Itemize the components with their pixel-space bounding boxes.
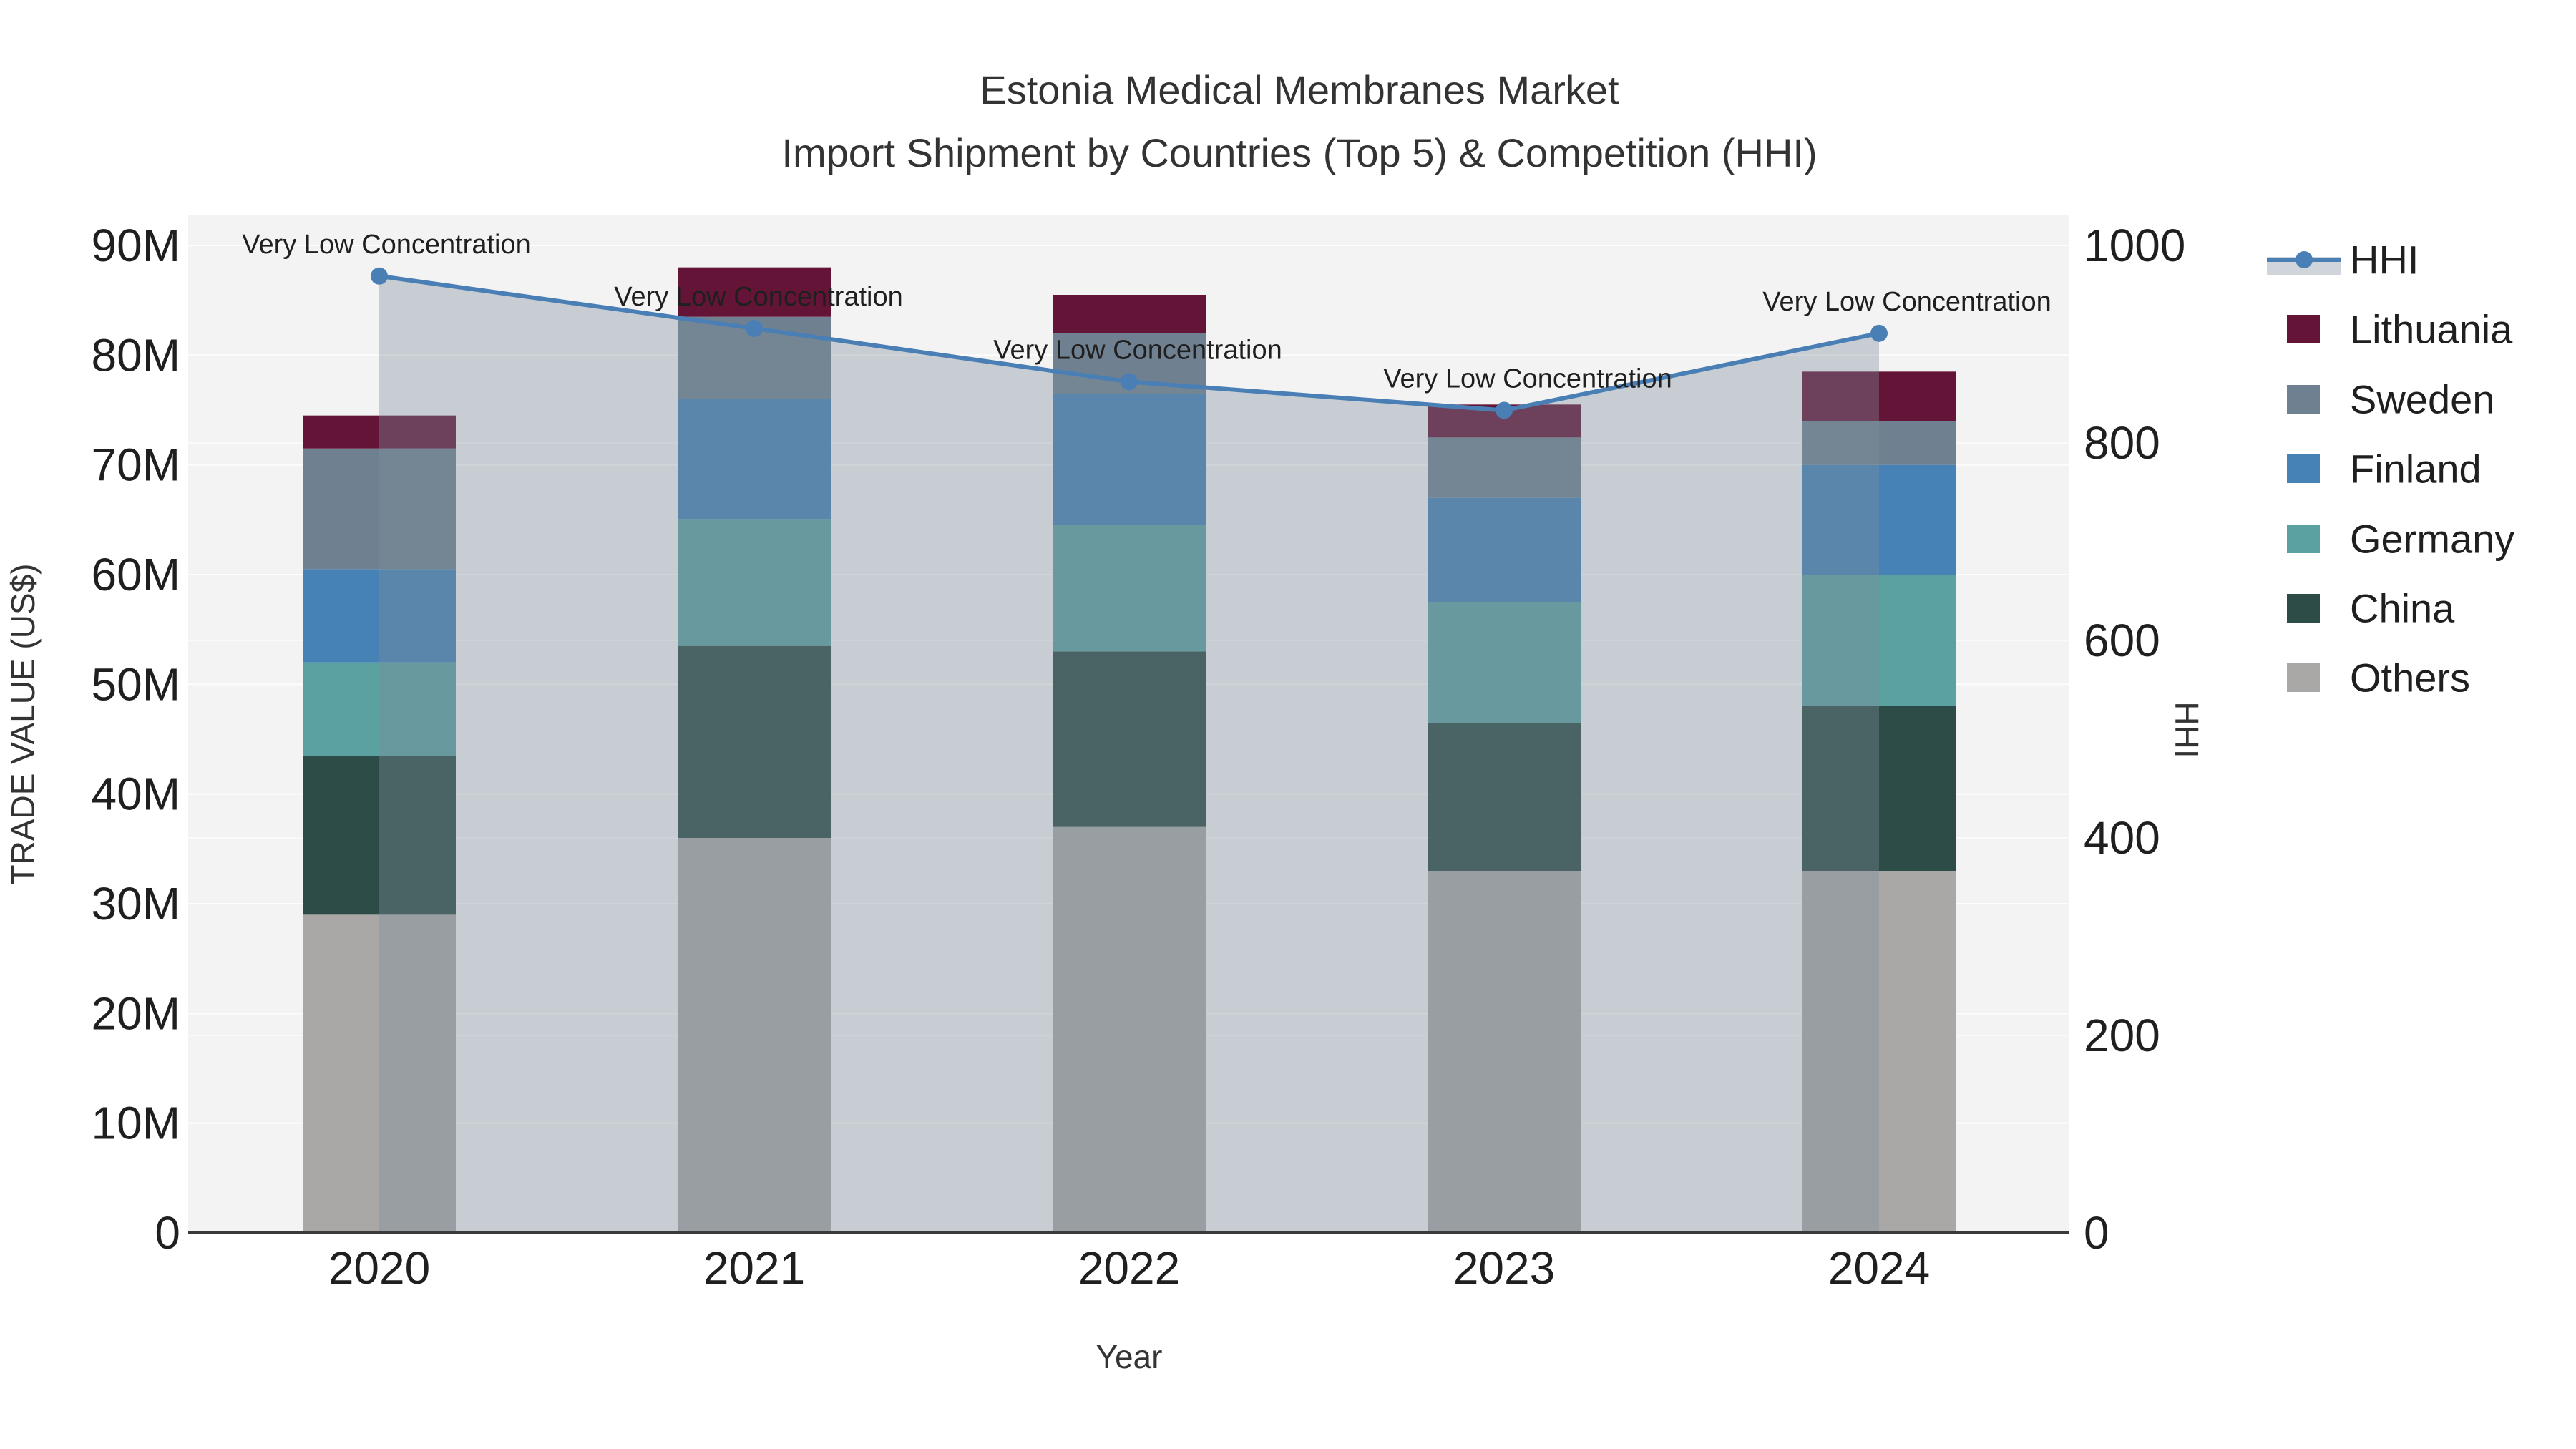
legend-hhi-marker-icon bbox=[2296, 251, 2313, 268]
hhi-marker-2022[interactable] bbox=[1121, 373, 1138, 391]
right-tick-400: 400 bbox=[2084, 812, 2160, 864]
bar-segment-finland[interactable] bbox=[303, 569, 456, 663]
bar-segment-others[interactable] bbox=[1802, 871, 1956, 1233]
legend-item-finland[interactable]: Finland bbox=[2287, 447, 2482, 492]
legend-label-germany: Germany bbox=[2350, 517, 2514, 562]
bar-segment-germany[interactable] bbox=[1428, 602, 1581, 723]
hhi-marker-2021[interactable] bbox=[746, 319, 763, 337]
bar-segment-germany[interactable] bbox=[303, 662, 456, 756]
left-tick-0: 0 bbox=[155, 1207, 180, 1259]
left-tick-20M: 20M bbox=[92, 987, 181, 1039]
legend-label-sweden: Sweden bbox=[2350, 377, 2494, 422]
annotation-2023: Very Low Concentration bbox=[1383, 364, 1672, 394]
bar-segment-lithuania[interactable] bbox=[1053, 295, 1206, 333]
x-tick-2022: 2022 bbox=[1078, 1242, 1180, 1294]
bar-segment-germany[interactable] bbox=[678, 519, 831, 646]
legend-swatch-germany bbox=[2287, 525, 2320, 553]
chart-title-line1: Estonia Medical Membranes Market bbox=[980, 67, 1619, 112]
right-tick-1000: 1000 bbox=[2084, 220, 2185, 271]
legend-label-lithuania: Lithuania bbox=[2350, 307, 2513, 352]
left-tick-30M: 30M bbox=[92, 878, 181, 930]
x-tick-2021: 2021 bbox=[703, 1242, 805, 1294]
bar-2021 bbox=[678, 267, 831, 1233]
legend-label-finland: Finland bbox=[2350, 447, 2482, 492]
legend-swatch-lithuania bbox=[2287, 315, 2320, 343]
annotation-2021: Very Low Concentration bbox=[614, 282, 902, 312]
annotation-2022: Very Low Concentration bbox=[993, 335, 1282, 365]
right-tick-0: 0 bbox=[2084, 1207, 2109, 1259]
left-tick-50M: 50M bbox=[92, 658, 181, 710]
annotation-2020: Very Low Concentration bbox=[242, 230, 530, 260]
bar-segment-china[interactable] bbox=[1802, 706, 1956, 871]
bar-2024 bbox=[1802, 371, 1956, 1233]
x-axis-title: Year bbox=[1096, 1338, 1163, 1375]
bar-segment-finland[interactable] bbox=[678, 399, 831, 520]
right-tick-600: 600 bbox=[2084, 615, 2160, 666]
left-tick-70M: 70M bbox=[92, 439, 181, 491]
right-tick-800: 800 bbox=[2084, 417, 2160, 469]
bar-2020 bbox=[303, 415, 456, 1233]
bar-segment-others[interactable] bbox=[1053, 826, 1206, 1233]
hhi-marker-2024[interactable] bbox=[1870, 324, 1888, 342]
bar-segment-sweden[interactable] bbox=[303, 448, 456, 570]
left-tick-40M: 40M bbox=[92, 769, 181, 820]
bar-segment-others[interactable] bbox=[678, 838, 831, 1233]
legend-item-others[interactable]: Others bbox=[2287, 655, 2470, 701]
legend-swatch-others bbox=[2287, 663, 2320, 692]
bar-segment-others[interactable] bbox=[1428, 871, 1581, 1233]
bar-segment-lithuania[interactable] bbox=[678, 267, 831, 317]
bar-segment-china[interactable] bbox=[1428, 723, 1581, 871]
legend-swatch-sweden bbox=[2287, 385, 2320, 414]
bar-segment-finland[interactable] bbox=[1802, 464, 1956, 575]
right-tick-200: 200 bbox=[2084, 1010, 2160, 1061]
left-axis-title: TRADE VALUE (US$) bbox=[4, 563, 42, 884]
right-axis-title: HHI bbox=[2168, 701, 2205, 758]
bar-segment-lithuania[interactable] bbox=[1802, 371, 1956, 421]
left-tick-90M: 90M bbox=[92, 220, 181, 271]
left-tick-10M: 10M bbox=[92, 1098, 181, 1149]
x-tick-2024: 2024 bbox=[1828, 1242, 1930, 1294]
left-tick-80M: 80M bbox=[92, 329, 181, 381]
legend-item-sweden[interactable]: Sweden bbox=[2287, 377, 2494, 422]
bar-segment-germany[interactable] bbox=[1053, 525, 1206, 652]
annotation-2024: Very Low Concentration bbox=[1762, 287, 2051, 317]
x-tick-2023: 2023 bbox=[1453, 1242, 1555, 1294]
legend-item-lithuania[interactable]: Lithuania bbox=[2287, 307, 2513, 352]
bar-segment-others[interactable] bbox=[303, 914, 456, 1233]
bar-segment-lithuania[interactable] bbox=[303, 415, 456, 449]
hhi-marker-2023[interactable] bbox=[1496, 401, 1513, 419]
bar-segment-china[interactable] bbox=[678, 645, 831, 838]
plot-area: Very Low Concentration Very Low Concentra… bbox=[92, 215, 2185, 1294]
bar-segment-germany[interactable] bbox=[1802, 575, 1956, 706]
bar-2022 bbox=[1053, 295, 1206, 1233]
legend-label-china: China bbox=[2350, 586, 2455, 631]
legend-item-china[interactable]: China bbox=[2287, 586, 2455, 631]
legend-swatch-finland bbox=[2287, 454, 2320, 483]
hhi-marker-2020[interactable] bbox=[371, 267, 388, 285]
bar-segment-finland[interactable] bbox=[1428, 497, 1581, 602]
bar-segment-china[interactable] bbox=[1053, 651, 1206, 827]
bar-segment-sweden[interactable] bbox=[1428, 437, 1581, 498]
bar-segment-finland[interactable] bbox=[1053, 394, 1206, 525]
legend-label-others: Others bbox=[2350, 655, 2470, 701]
hhi-area-fill bbox=[379, 275, 1879, 1233]
bar-2023 bbox=[1428, 404, 1581, 1233]
legend-item-hhi[interactable]: HHI bbox=[2267, 238, 2419, 283]
legend-label-hhi: HHI bbox=[2350, 238, 2419, 283]
legend: HHI Lithuania Sweden Finland Germany China Oth… bbox=[2267, 238, 2514, 701]
bar-segment-china[interactable] bbox=[303, 756, 456, 915]
bar-segment-sweden[interactable] bbox=[1802, 421, 1956, 465]
legend-swatch-china bbox=[2287, 594, 2320, 623]
left-tick-60M: 60M bbox=[92, 549, 181, 600]
x-tick-2020: 2020 bbox=[328, 1242, 430, 1294]
chart-title-line2: Import Shipment by Countries (Top 5) & C… bbox=[781, 130, 1817, 175]
legend-item-germany[interactable]: Germany bbox=[2287, 517, 2514, 562]
